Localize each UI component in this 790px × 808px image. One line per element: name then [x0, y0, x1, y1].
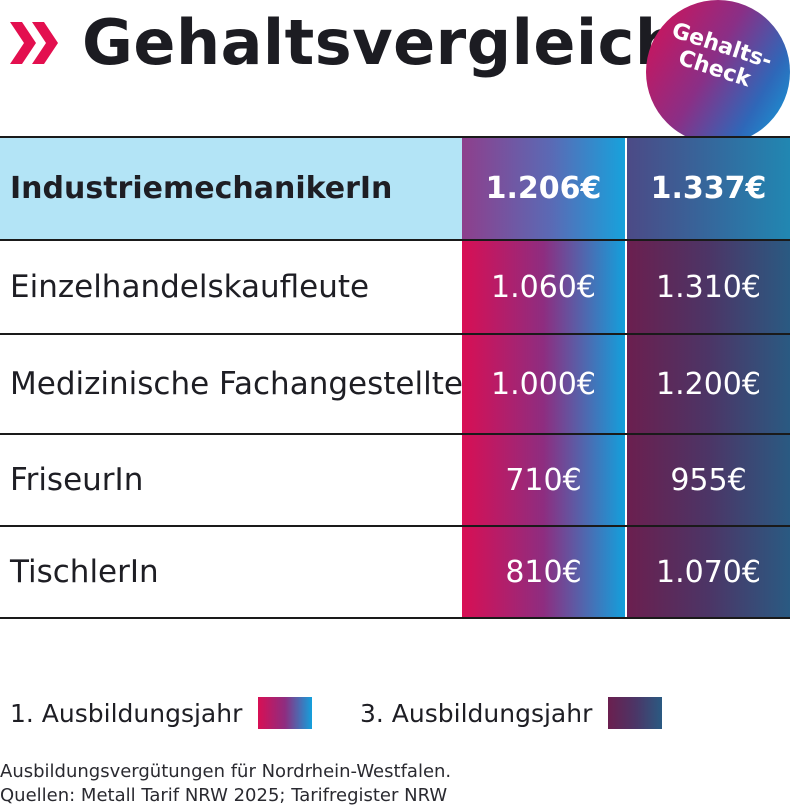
source-notes: Ausbildungsvergütungen für Nordrhein-Wes… [0, 760, 790, 808]
gehalts-check-badge: Gehalts- Check [646, 0, 790, 144]
salary-table: IndustriemechanikerIn 1.206€ 1.337€ Einz… [0, 136, 790, 619]
year1-value: 1.206€ [462, 138, 625, 239]
table-row: Einzelhandelskaufleute 1.060€ 1.310€ [0, 239, 790, 333]
year3-value: 1.310€ [627, 241, 790, 333]
year1-value: 710€ [462, 435, 625, 525]
year1-value: 810€ [462, 527, 625, 617]
legend-label: 1. Ausbildungsjahr [10, 698, 243, 728]
double-chevron-icon [10, 22, 58, 64]
row-label: FriseurIn [10, 462, 144, 498]
note-line-2: Quellen: Metall Tarif NRW 2025; Tarifreg… [0, 785, 448, 806]
row-label: Einzelhandelskaufleute [10, 269, 370, 305]
table-row: IndustriemechanikerIn 1.206€ 1.337€ [0, 136, 790, 239]
legend-label: 3. Ausbildungsjahr [360, 698, 593, 728]
page-title: Gehaltsvergleich [82, 6, 680, 79]
year3-value: 1.200€ [627, 335, 790, 433]
row-label: Medizinische Fachangestellte [10, 366, 463, 402]
row-label: IndustriemechanikerIn [0, 138, 462, 239]
row-label: TischlerIn [10, 554, 159, 590]
year1-value: 1.000€ [462, 335, 625, 433]
year3-value: 955€ [627, 435, 790, 525]
legend-item-year3: 3. Ausbildungsjahr [360, 696, 663, 730]
year3-value: 1.070€ [627, 527, 790, 617]
year1-value: 1.060€ [462, 241, 625, 333]
year3-value: 1.337€ [627, 138, 790, 239]
table-row: FriseurIn 710€ 955€ [0, 433, 790, 525]
table-row: Medizinische Fachangestellte 1.000€ 1.20… [0, 333, 790, 433]
legend: 1. Ausbildungsjahr 3. Ausbildungsjahr [10, 696, 790, 730]
table-row: TischlerIn 810€ 1.070€ [0, 525, 790, 619]
legend-item-year1: 1. Ausbildungsjahr [10, 696, 313, 730]
legend-swatch-year3 [608, 697, 663, 729]
legend-swatch-year1 [258, 697, 313, 729]
badge-text: Gehalts- Check [646, 13, 790, 103]
note-line-1: Ausbildungsvergütungen für Nordrhein-Wes… [0, 761, 452, 782]
